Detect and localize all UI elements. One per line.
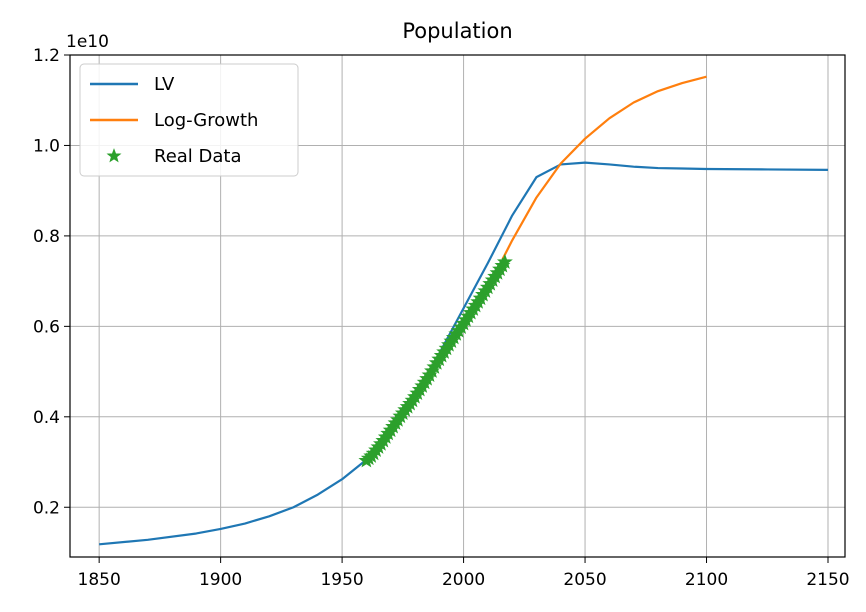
y-tick-label: 0.8 (33, 227, 60, 247)
y-tick-label: 0.4 (33, 408, 60, 428)
series-line-log-growth (501, 75, 707, 260)
y-tick-label: 0.2 (33, 498, 60, 518)
x-tick-label: 1950 (320, 570, 363, 590)
x-tick-label: 2100 (685, 570, 728, 590)
series-layer (99, 75, 828, 546)
x-tick-label: 1850 (78, 570, 121, 590)
data-point-real-data (496, 253, 513, 269)
chart-title: Population (402, 19, 512, 43)
legend-swatch-real-data (106, 148, 122, 163)
legend-label-log-growth: Log-Growth (154, 110, 258, 131)
plot-frame (69, 54, 846, 558)
legend-label-lv: LV (154, 74, 175, 95)
legend-label-real-data: Real Data (154, 146, 242, 167)
legend-box (79, 63, 299, 177)
series-line-lv (99, 161, 828, 546)
y-tick-label: 1.0 (33, 136, 60, 156)
x-tick-label: 2050 (563, 570, 606, 590)
x-tick-label: 2000 (442, 570, 485, 590)
ticks: 1850 1900 1950 2000 2050 2100 2150 0.2 0.4 0.6 0.8… (33, 46, 850, 590)
y-axis-offset-label: 1e10 (66, 32, 109, 52)
x-tick-label: 1900 (199, 570, 242, 590)
x-tick-label: 2150 (806, 570, 849, 590)
y-tick-label: 1.2 (33, 46, 60, 66)
y-tick-label: 0.6 (33, 317, 60, 337)
legend: LV Log-Growth Real Data (79, 63, 299, 177)
